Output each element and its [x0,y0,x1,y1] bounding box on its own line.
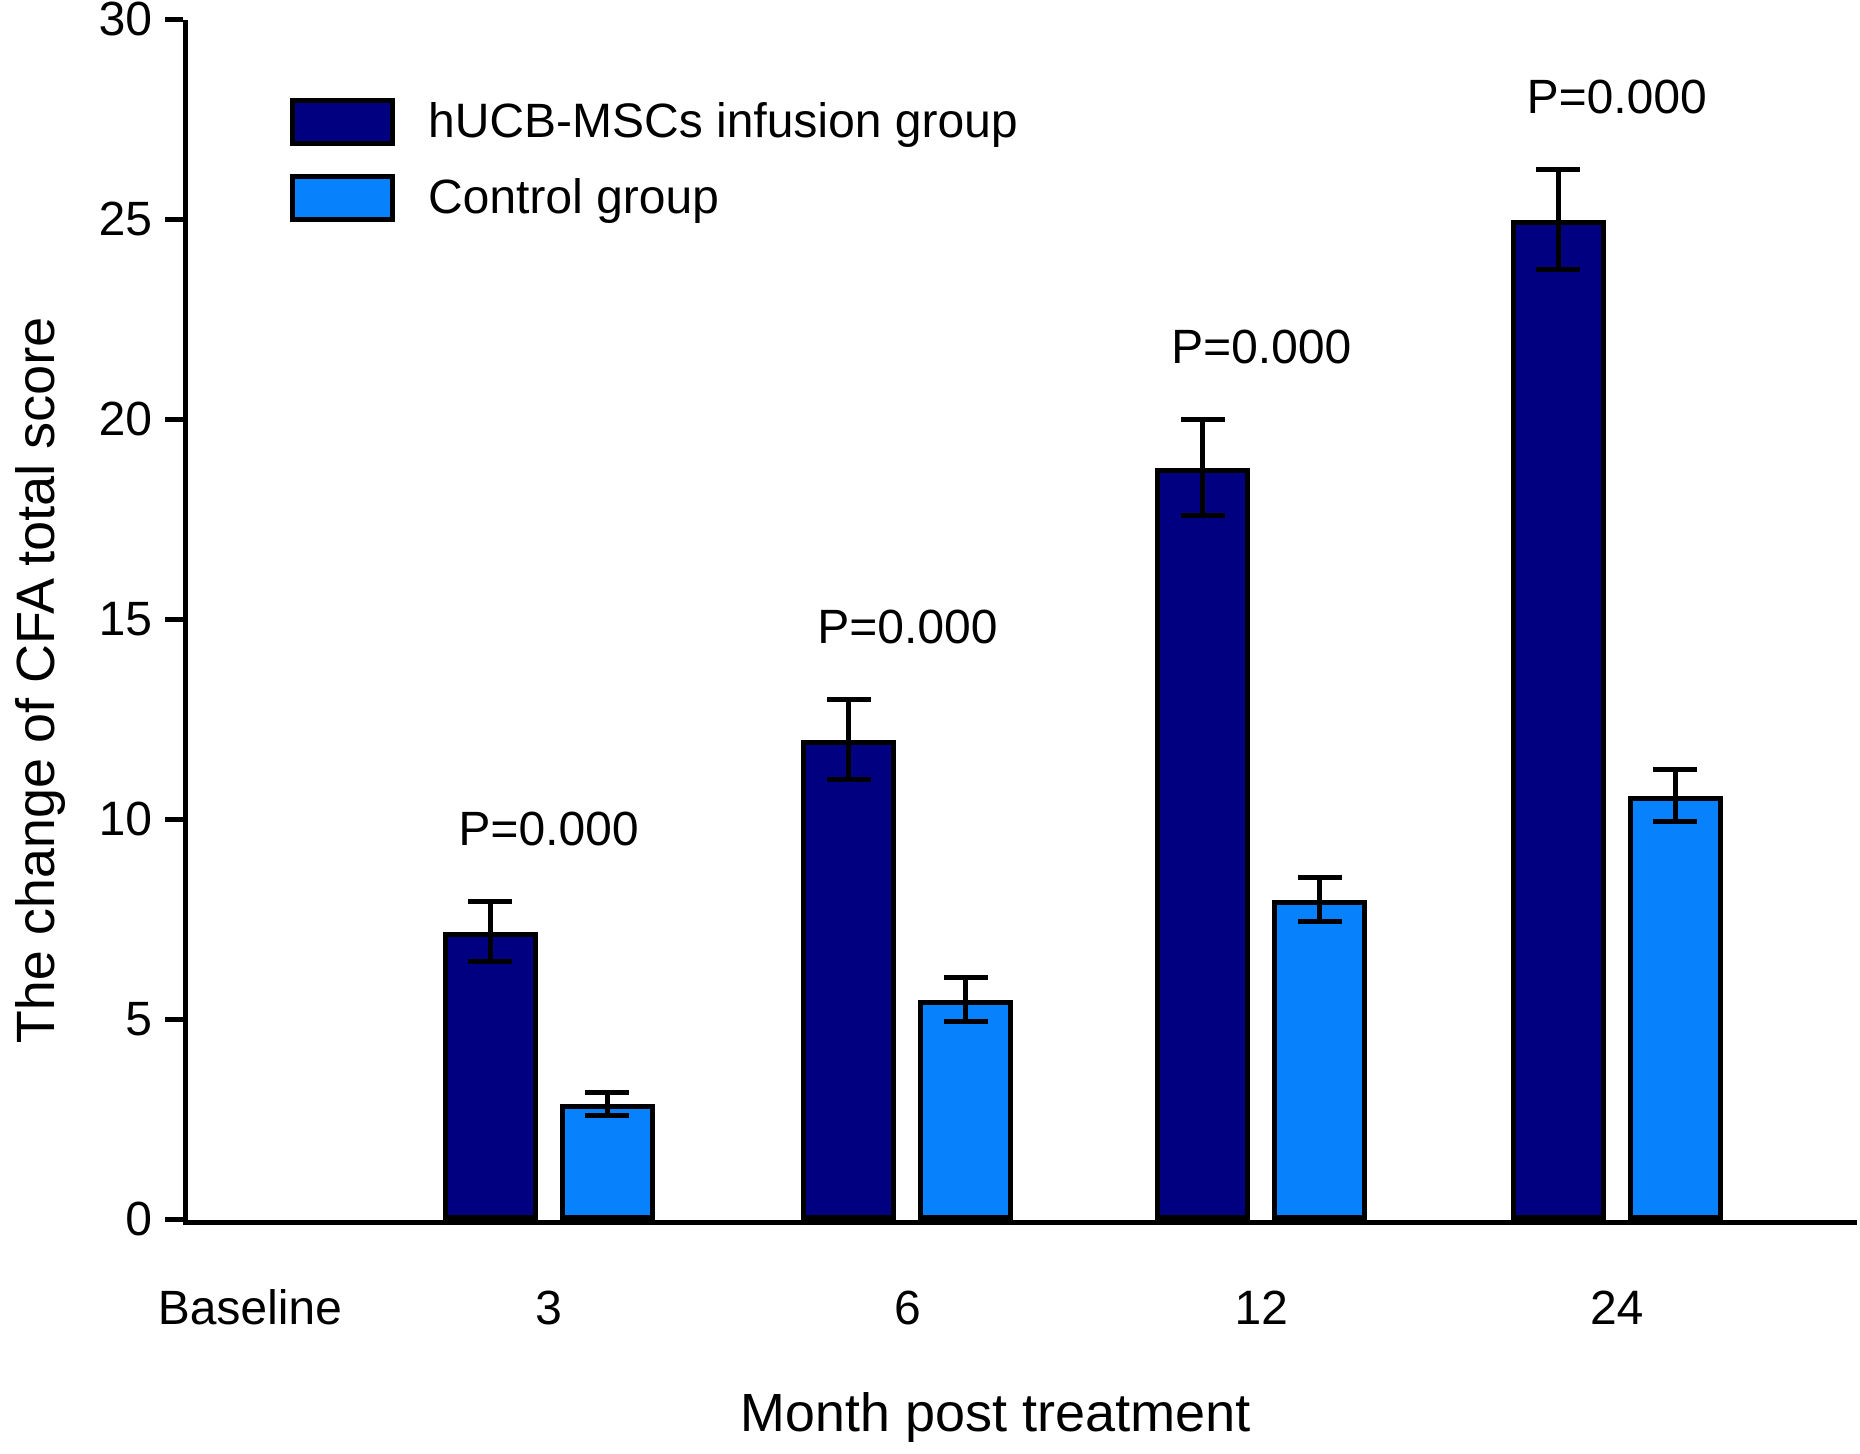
error-bar-cap-top [1536,167,1580,172]
y-tick-label-0: 0 [125,1193,152,1246]
y-tick-label-15: 15 [98,593,152,646]
error-bar-cap-top [827,697,871,702]
y-tick-mark-20 [165,417,183,422]
error-bar-cap-top [468,899,512,904]
bar-control-24 [1627,796,1723,1220]
bar-infusion-3 [442,932,538,1220]
error-bar-line [846,700,851,780]
legend-swatch-control-group [290,174,395,222]
error-bar-cap-top [585,1090,629,1095]
y-tick-mark-15 [165,617,183,622]
bar-infusion-6 [801,740,897,1220]
x-tick-label-12: 12 [1234,1282,1288,1335]
legend-label-control-group: Control group [428,171,719,224]
legend-label-infusion-group: hUCB-MSCs infusion group [428,95,1018,148]
error-bar-line [488,902,493,962]
error-bar-cap-bottom [585,1113,629,1118]
p-value-label-6: P=0.000 [817,601,998,654]
error-bar-cap-bottom [944,1019,988,1024]
p-value-label-12: P=0.000 [1171,321,1352,374]
error-bar-cap-top [944,975,988,980]
p-value-label-24: P=0.000 [1526,71,1707,124]
error-bar-cap-top [1653,767,1697,772]
error-bar-cap-bottom [468,959,512,964]
error-bar-line [605,1092,610,1116]
y-tick-mark-30 [165,17,183,22]
legend-item-infusion-group: hUCB-MSCs infusion group [290,98,1018,146]
error-bar-line [1556,170,1561,270]
error-bar-cap-bottom [827,777,871,782]
error-bar-cap-bottom [1536,267,1580,272]
error-bar-line [963,978,968,1022]
x-axis-title: Month post treatment [739,1383,1251,1443]
y-tick-mark-25 [165,217,183,222]
bar-control-6 [918,1000,1014,1220]
y-tick-label-25: 25 [98,193,152,246]
bar-control-12 [1272,900,1368,1220]
x-tick-label-6: 6 [893,1282,921,1335]
x-tick-label-Baseline: Baseline [157,1282,342,1335]
y-tick-label-10: 10 [98,793,152,846]
error-bar-cap-bottom [1298,919,1342,924]
bar-infusion-12 [1155,468,1251,1220]
error-bar-line [1673,770,1678,822]
legend-item-control-group: Control group [290,174,1018,222]
x-tick-label-3: 3 [535,1282,562,1335]
p-value-label-3: P=0.000 [458,803,639,856]
bar-infusion-24 [1510,220,1606,1220]
error-bar-cap-bottom [1653,819,1697,824]
y-tick-mark-0 [165,1217,183,1222]
y-tick-label-20: 20 [98,393,152,446]
plot-area: hUCB-MSCs infusion group Control group 0… [99,0,1857,1335]
legend: hUCB-MSCs infusion group Control group [290,98,1018,222]
y-tick-label-30: 30 [98,0,152,46]
x-tick-label-24: 24 [1589,1282,1644,1335]
y-tick-mark-5 [165,1017,183,1022]
legend-swatch-infusion-group [290,98,395,146]
error-bar-cap-bottom [1181,513,1225,518]
error-bar-cap-top [1298,875,1342,880]
y-tick-label-5: 5 [125,993,152,1046]
error-bar-line [1317,878,1322,922]
bar-control-3 [559,1104,655,1220]
error-bar-cap-top [1181,417,1225,422]
error-bar-line [1200,420,1205,516]
y-tick-mark-10 [165,817,183,822]
